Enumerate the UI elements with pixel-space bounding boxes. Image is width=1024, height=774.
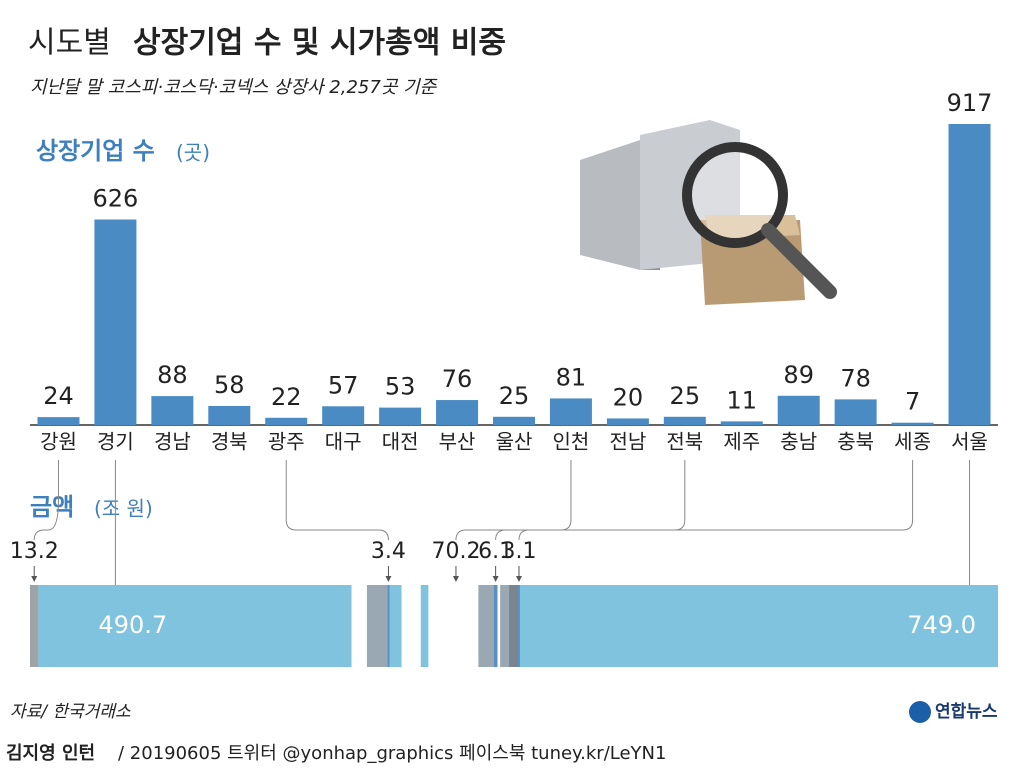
value-label: 78 <box>840 364 871 392</box>
illustration <box>580 120 837 305</box>
bar <box>379 407 422 425</box>
segment <box>401 585 421 667</box>
value-label: 58 <box>214 371 245 399</box>
category-label: 울산 <box>496 430 533 454</box>
value-label: 89 <box>783 361 814 389</box>
value-label: 25 <box>499 382 530 410</box>
bar <box>151 396 194 425</box>
bar <box>493 416 535 425</box>
value-label: 24 <box>43 382 74 410</box>
category-label: 광주 <box>268 430 305 454</box>
category-label: 부산 <box>439 430 476 454</box>
arrow-head <box>492 576 499 582</box>
value-label: 57 <box>328 371 359 399</box>
bar-label: 상장기업 수 <box>36 137 155 165</box>
value-label: 20 <box>613 383 644 411</box>
segment <box>351 585 367 667</box>
value-label: 53 <box>385 373 416 401</box>
bar <box>606 418 649 425</box>
category-label: 세종 <box>894 430 931 454</box>
segment <box>38 585 352 667</box>
segment <box>509 585 518 667</box>
bar <box>94 219 137 425</box>
arrow-head <box>515 576 522 582</box>
segment <box>387 585 390 667</box>
logo: 연합뉴스 <box>935 701 998 722</box>
segment-label: 490.7 <box>98 611 167 639</box>
segment <box>517 585 520 667</box>
title: 상장기업 수 및 시가총액 비중 <box>133 26 506 61</box>
bar <box>322 406 365 425</box>
bar <box>265 417 308 425</box>
logo-mark <box>909 701 931 723</box>
segment <box>478 585 494 667</box>
connector <box>285 460 389 541</box>
segment <box>420 585 429 667</box>
connector <box>495 460 686 541</box>
credit: / 20190605 트위터 @yonhap_graphics 페이스북 tun… <box>118 743 666 764</box>
bar <box>663 416 706 425</box>
category-label: 충북 <box>837 430 874 454</box>
bar <box>948 124 991 425</box>
category-label: 경남 <box>154 430 191 454</box>
segment-label: 3.4 <box>371 539 406 564</box>
category-label: 대전 <box>382 430 419 454</box>
value-label: 76 <box>442 365 473 393</box>
segment <box>497 585 501 667</box>
connector <box>518 460 914 541</box>
category-label: 충남 <box>780 430 817 454</box>
value-label: 11 <box>726 386 757 414</box>
subtitle: 지난달 말 코스피·코스닥·코넥스 상장사 2,257곳 기준 <box>30 77 438 98</box>
segment <box>519 585 998 667</box>
arrow-head <box>452 576 459 582</box>
arrow-head <box>31 576 38 582</box>
bar-unit: (곳) <box>176 141 210 165</box>
bar <box>37 417 80 425</box>
segment <box>493 585 498 667</box>
value-label: 7 <box>905 388 920 416</box>
bar <box>549 398 592 425</box>
segment <box>428 585 434 667</box>
connector <box>455 460 572 541</box>
bar <box>208 405 251 425</box>
category-label: 대구 <box>325 430 362 454</box>
segment-label: 749.0 <box>907 611 976 639</box>
strip-label: 금액 <box>30 493 74 521</box>
value-label: 81 <box>556 363 587 391</box>
arrow-head <box>385 576 392 582</box>
source: 자료/ 한국거래소 <box>10 702 131 722</box>
segment <box>500 585 510 667</box>
bar <box>436 400 479 425</box>
value-label: 917 <box>947 89 993 117</box>
category-label: 경북 <box>211 430 248 454</box>
bar <box>777 395 820 425</box>
value-label: 626 <box>93 185 139 213</box>
segment-label: 6.1 <box>478 539 513 564</box>
strip-unit: (조 원) <box>94 497 153 521</box>
value-label: 22 <box>271 383 302 411</box>
category-label: 제주 <box>723 430 760 454</box>
value-label: 88 <box>157 361 188 389</box>
segment-label: 13.2 <box>10 539 59 564</box>
bar <box>720 421 763 425</box>
segment-label: 3.1 <box>501 539 536 564</box>
category-label: 서울 <box>951 430 988 454</box>
connector <box>33 460 59 541</box>
bar <box>891 422 934 425</box>
author: 김지영 인턴 <box>6 743 95 764</box>
category-label: 전남 <box>609 430 646 454</box>
segment <box>30 585 39 667</box>
value-label: 25 <box>670 382 701 410</box>
segment <box>433 585 479 667</box>
bar <box>834 399 877 425</box>
category-label: 인천 <box>553 430 590 454</box>
title-light: 시도별 <box>28 26 111 61</box>
category-label: 경기 <box>97 430 134 454</box>
segment-label: 70.2 <box>431 539 480 564</box>
segment <box>389 585 402 667</box>
category-label: 전북 <box>666 430 703 454</box>
category-label: 강원 <box>40 430 77 454</box>
segment <box>366 585 388 667</box>
